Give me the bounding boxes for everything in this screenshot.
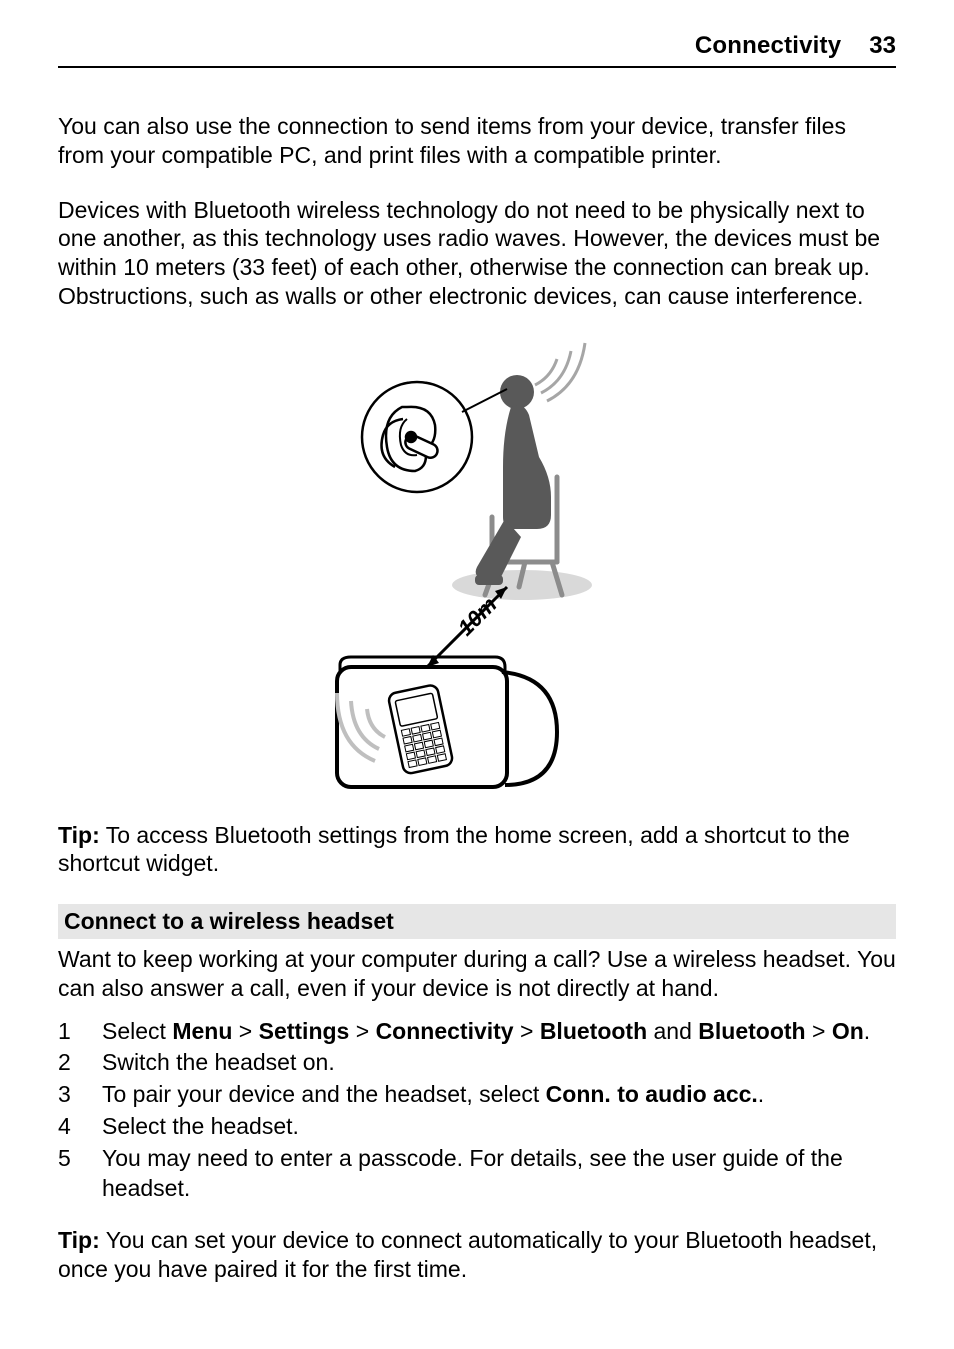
header-page-number: 33 xyxy=(869,32,896,60)
paragraph-intro-2: Devices with Bluetooth wireless technolo… xyxy=(58,196,896,311)
menu-path-on: On xyxy=(832,1018,864,1044)
menu-path-connectivity: Connectivity xyxy=(376,1018,514,1044)
paragraph-intro-1: You can also use the connection to send … xyxy=(58,112,896,170)
step-4: Select the headset. xyxy=(58,1112,896,1142)
tip-2-label: Tip: xyxy=(58,1227,100,1253)
bluetooth-range-figure: 10m xyxy=(58,337,896,797)
tip-1-label: Tip: xyxy=(58,822,100,848)
step-1-text: Select xyxy=(102,1018,172,1044)
paragraph-section-intro: Want to keep working at your computer du… xyxy=(58,945,896,1003)
page: Connectivity 33 You can also use the con… xyxy=(0,0,954,1349)
section-heading: Connect to a wireless headset xyxy=(58,904,896,939)
step-2: Switch the headset on. xyxy=(58,1048,896,1078)
menu-path-bluetooth-2: Bluetooth xyxy=(698,1018,805,1044)
menu-path-settings: Settings xyxy=(259,1018,350,1044)
tip-2: Tip: You can set your device to connect … xyxy=(58,1226,896,1284)
menu-path-bluetooth: Bluetooth xyxy=(540,1018,647,1044)
step-3-text: To pair your device and the headset, sel… xyxy=(102,1081,546,1107)
bluetooth-range-illustration: 10m xyxy=(307,337,647,797)
running-header: Connectivity 33 xyxy=(58,32,896,68)
menu-path-conn-audio: Conn. to audio acc. xyxy=(546,1081,758,1107)
step-1: Select Menu > Settings > Connectivity > … xyxy=(58,1017,896,1047)
tip-1: Tip: To access Bluetooth settings from t… xyxy=(58,821,896,879)
tip-1-text: To access Bluetooth settings from the ho… xyxy=(58,822,850,877)
menu-path-menu: Menu xyxy=(172,1018,232,1044)
steps-list: Select Menu > Settings > Connectivity > … xyxy=(58,1017,896,1204)
header-section: Connectivity xyxy=(695,32,841,60)
step-3: To pair your device and the headset, sel… xyxy=(58,1080,896,1110)
tip-2-text: You can set your device to connect autom… xyxy=(58,1227,877,1282)
step-5: You may need to enter a passcode. For de… xyxy=(58,1144,896,1204)
